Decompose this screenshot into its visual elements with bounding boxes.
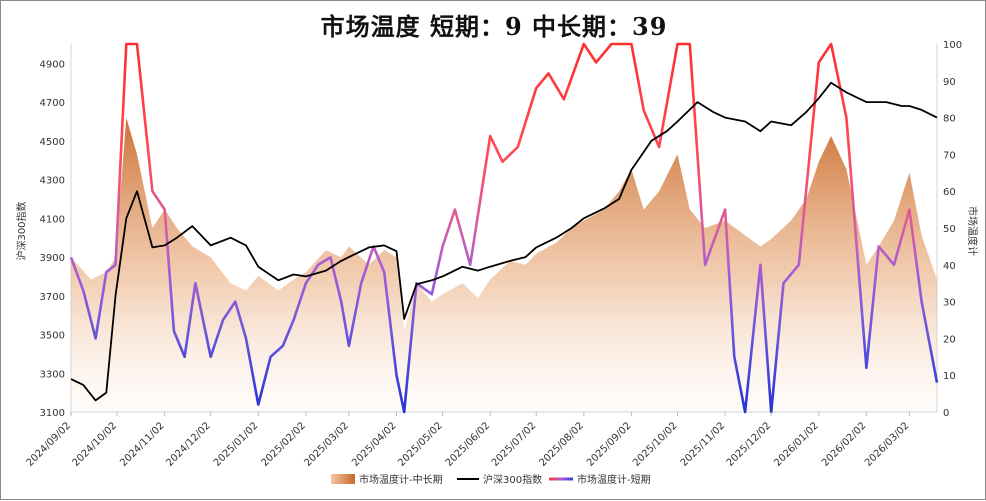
right-tick-label: 60 — [943, 187, 956, 198]
x-tick-label: 2025/01/02 — [212, 420, 261, 469]
left-tick-label: 4900 — [40, 59, 65, 70]
x-tick-label: 2025/06/02 — [444, 420, 493, 469]
x-tick-label: 2025/10/02 — [631, 420, 680, 469]
right-tick-label: 30 — [943, 298, 956, 309]
legend-label-short: 市场温度计-短期 — [577, 473, 651, 486]
legend-swatch-mid-long — [331, 474, 355, 484]
right-tick-label: 10 — [943, 371, 956, 382]
x-tick-label: 2026/02/02 — [820, 420, 869, 469]
left-axis-label: 沪深300指数 — [15, 201, 28, 260]
x-tick-label: 2025/11/02 — [679, 420, 728, 469]
left-tick-label: 4100 — [40, 214, 65, 225]
left-tick-label: 3900 — [40, 253, 65, 264]
chart-title: 市场温度 短期：9 中长期：39 — [320, 12, 668, 41]
right-tick-label: 20 — [943, 334, 956, 345]
legend-swatch-short — [549, 477, 573, 481]
left-tick-label: 3500 — [40, 331, 65, 342]
x-tick-label: 2025/12/02 — [725, 420, 774, 469]
left-tick-label: 4300 — [40, 176, 65, 187]
right-tick-label: 100 — [943, 40, 962, 51]
right-tick-label: 70 — [943, 150, 956, 161]
right-tick-label: 80 — [943, 114, 956, 125]
legend-label-mid-long: 市场温度计-中长期 — [359, 473, 443, 486]
right-tick-label: 0 — [943, 408, 949, 419]
x-tick-label: 2025/05/02 — [396, 420, 445, 469]
x-tick-label: 2025/02/02 — [260, 420, 309, 469]
x-tick-label: 2025/08/02 — [537, 420, 586, 469]
chart-legend: 市场温度计-中长期 沪深300指数 市场温度计-短期 — [331, 473, 651, 486]
x-tick-label: 2025/03/02 — [303, 420, 352, 469]
x-tick-label: 2025/04/02 — [350, 420, 399, 469]
left-tick-label: 3700 — [40, 292, 65, 303]
x-tick-label: 2025/09/02 — [585, 420, 634, 469]
left-tick-label: 4700 — [40, 98, 65, 109]
left-tick-label: 4500 — [40, 137, 65, 148]
x-tick-label: 2026/01/02 — [772, 420, 821, 469]
legend-label-csi300: 沪深300指数 — [483, 473, 542, 486]
right-tick-label: 90 — [943, 77, 956, 88]
x-tick-label: 2024/12/02 — [164, 420, 213, 469]
right-tick-label: 40 — [943, 261, 956, 272]
right-axis-label: 市场温度计 — [966, 206, 979, 256]
series-csi300-line — [70, 81, 938, 402]
x-tick-label: 2026/03/02 — [863, 420, 912, 469]
x-tick-label: 2024/11/02 — [118, 420, 167, 469]
x-tick-label: 2024/10/02 — [71, 420, 120, 469]
left-tick-label: 3300 — [40, 369, 65, 380]
x-tick-label: 2024/09/02 — [25, 420, 74, 469]
left-tick-label: 3100 — [40, 408, 65, 419]
series-mid-long-area — [71, 117, 937, 412]
right-tick-label: 50 — [943, 224, 956, 235]
x-tick-label: 2025/07/02 — [490, 420, 539, 469]
series-short-line — [69, 42, 939, 414]
